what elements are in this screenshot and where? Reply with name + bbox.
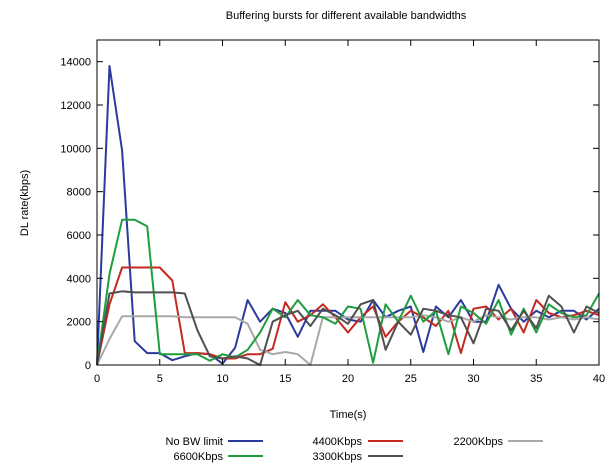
x-tick-label: 40 [593,373,605,385]
series-line-0 [96,65,600,366]
legend-label-0: No BW limit [166,436,223,448]
axes-layer: 0 2000 4000 6000 8000 10000 12000 14000 0 5 10 15 20… [60,39,605,385]
x-tick-label: 5 [157,373,163,385]
y-tick-label: 10000 [60,143,91,155]
x-tick-label: 10 [216,373,228,385]
series-line-3 [96,218,600,366]
series-line-4 [96,290,600,366]
y-axis-title: DL rate(kbps) [19,170,31,236]
chart-title: Buffering bursts for different available… [226,10,467,22]
y-tick-label: 12000 [60,100,91,112]
series-layer [96,65,600,366]
y-tick-label: 0 [85,360,91,372]
y-tick-label: 2000 [67,317,91,329]
legend: No BW limit 4400Kbps 2200Kbps 6600Kbps 3300K… [166,436,543,463]
x-tick-label: 20 [342,373,354,385]
y-tick-label: 6000 [67,230,91,242]
legend-label-1: 4400Kbps [312,436,362,448]
x-tick-label: 35 [530,373,542,385]
y-tick-label: 14000 [60,57,91,69]
legend-label-4: 3300Kbps [312,451,362,463]
legend-label-3: 6600Kbps [173,451,223,463]
series-line-2 [96,314,600,366]
y-tick-label: 4000 [67,273,91,285]
x-axis-title: Time(s) [330,409,367,421]
x-tick-label: 0 [94,373,100,385]
y-tick-label: 8000 [67,187,91,199]
x-tick-label: 30 [467,373,479,385]
legend-label-2: 2200Kbps [453,436,503,448]
x-tick-label: 25 [405,373,417,385]
x-tick-label: 15 [279,373,291,385]
series-line-1 [96,266,600,366]
